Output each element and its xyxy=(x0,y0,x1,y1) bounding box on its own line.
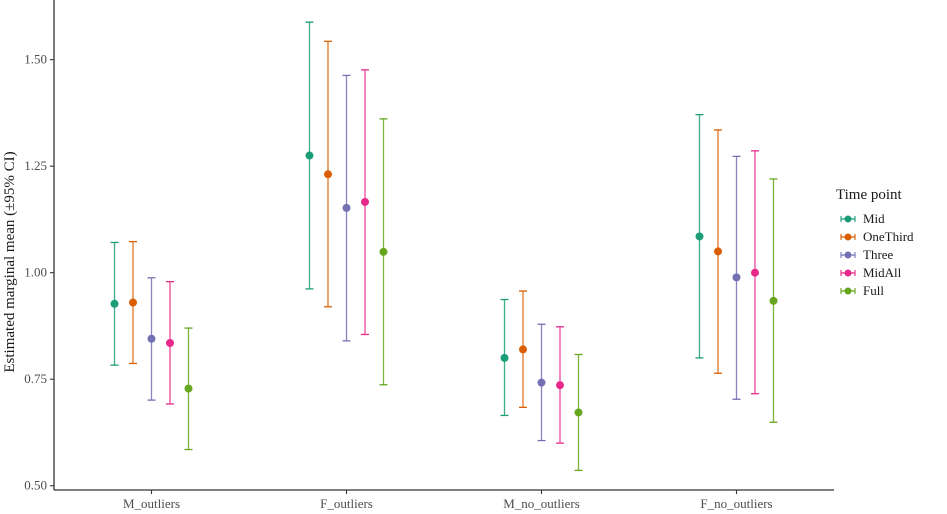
legend-label: OneThird xyxy=(863,229,914,244)
error-bar xyxy=(574,353,583,472)
legend-key-point xyxy=(844,215,852,223)
error-bar xyxy=(519,290,527,408)
data-point xyxy=(574,408,583,417)
error-bar xyxy=(342,74,351,342)
legend-key-point xyxy=(844,287,852,295)
error-bar xyxy=(751,150,759,395)
error-bar xyxy=(305,21,314,290)
x-tick-label: M_no_outliers xyxy=(503,496,580,511)
legend-label: Full xyxy=(863,283,884,298)
legend-label: MidAll xyxy=(863,265,902,280)
y-tick-label: 0.50 xyxy=(24,478,47,493)
error-bar xyxy=(500,298,509,417)
data-point xyxy=(695,232,704,241)
axes: 0.50 0.75 1.00 1.25 1.50 M_outliers F_outliers… xyxy=(24,0,834,511)
legend-item: Full xyxy=(840,283,884,298)
legend-item: Three xyxy=(840,247,894,262)
legend-item: MidAll xyxy=(840,265,902,280)
error-bar xyxy=(769,178,778,423)
error-bar xyxy=(379,118,388,386)
error-bar xyxy=(184,327,193,451)
error-bar xyxy=(324,40,332,308)
legend-key-point xyxy=(844,251,852,259)
y-tick-label: 1.00 xyxy=(24,265,47,280)
data-point xyxy=(379,247,388,256)
x-tick-label: M_outliers xyxy=(123,496,180,511)
error-bar xyxy=(732,155,741,400)
data-point xyxy=(519,345,527,354)
data-point xyxy=(305,151,314,160)
data-point xyxy=(147,334,156,343)
y-axis-title: Estimated marginal mean (±95% CI) xyxy=(2,151,18,372)
plot-area xyxy=(110,21,778,472)
error-bar xyxy=(714,129,722,374)
error-bar xyxy=(129,240,137,365)
error-bar xyxy=(556,326,564,444)
error-bar xyxy=(110,241,119,366)
error-bar xyxy=(166,280,174,405)
data-point xyxy=(166,339,174,347)
legend-key-point xyxy=(844,233,852,241)
y-tick-label: 1.25 xyxy=(24,158,47,173)
error-bar xyxy=(537,323,546,442)
x-tick-label: F_no_outliers xyxy=(700,496,772,511)
data-point xyxy=(184,384,193,393)
data-point xyxy=(769,296,778,305)
data-point xyxy=(361,197,369,206)
data-point xyxy=(129,298,137,307)
data-point xyxy=(537,378,546,387)
error-bar xyxy=(147,277,156,401)
legend-title: Time point xyxy=(836,187,903,203)
data-point xyxy=(714,247,722,256)
x-tick-label: F_outliers xyxy=(320,496,373,511)
legend-label: Mid xyxy=(863,211,885,226)
data-point xyxy=(500,353,509,362)
legend-label: Three xyxy=(863,247,894,262)
legend: Time point Mid OneThird Three MidAll Full xyxy=(836,187,914,298)
legend-item: OneThird xyxy=(840,229,914,244)
data-point xyxy=(324,170,332,179)
y-tick-label: 1.50 xyxy=(24,52,47,67)
data-point xyxy=(556,381,564,390)
data-point xyxy=(342,203,351,212)
data-point xyxy=(732,273,741,282)
error-bar xyxy=(695,113,704,359)
data-point xyxy=(751,268,759,277)
data-point xyxy=(110,299,119,308)
legend-key-point xyxy=(844,269,852,277)
y-tick-label: 0.75 xyxy=(24,371,47,386)
error-bar xyxy=(361,69,369,336)
legend-item: Mid xyxy=(840,211,885,226)
